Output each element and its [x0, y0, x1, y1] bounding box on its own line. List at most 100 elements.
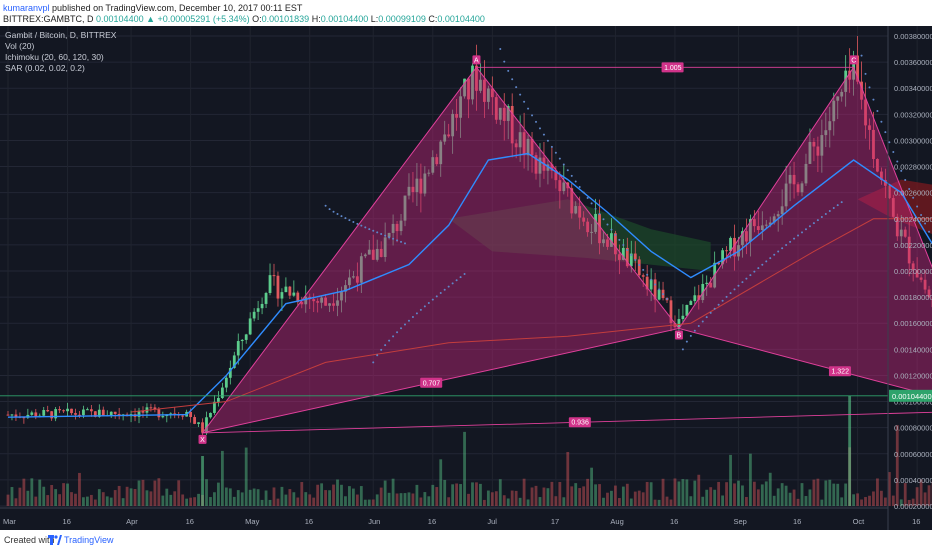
- header-bar: kumaranvpl published on TradingView.com,…: [0, 0, 932, 26]
- sar-dots: [324, 48, 931, 364]
- candle-body: [526, 138, 530, 156]
- candle-body: [880, 171, 883, 180]
- volume-bar: [800, 483, 804, 506]
- volume-bar: [125, 486, 129, 506]
- ratio-label: 1.322: [831, 369, 849, 376]
- candle-body: [300, 302, 304, 305]
- volume-bar: [97, 489, 101, 506]
- candle-body: [550, 164, 554, 171]
- volume-bar: [153, 480, 157, 506]
- last-price-value: 0.00104400: [96, 14, 144, 24]
- candle-body: [832, 100, 836, 122]
- volume-bar: [860, 499, 863, 506]
- candle-body: [256, 308, 260, 312]
- candle-body: [776, 214, 780, 217]
- volume-bar: [876, 478, 879, 506]
- candle-body: [443, 134, 447, 142]
- y-tick-label: 0.00240000: [894, 215, 932, 224]
- volume-bar: [308, 494, 312, 506]
- sar-dot: [590, 202, 593, 205]
- volume-bar: [844, 483, 848, 506]
- volume-bar: [542, 487, 546, 506]
- volume-bar: [737, 480, 740, 506]
- candle-body: [260, 303, 264, 309]
- candle-body: [109, 411, 113, 416]
- candle-body: [157, 409, 161, 418]
- candle-body: [292, 292, 296, 296]
- candle-body: [554, 170, 558, 181]
- candle-body: [50, 411, 54, 419]
- volume-bar: [260, 499, 264, 506]
- candle-body: [451, 113, 455, 137]
- author-link[interactable]: kumaranvpl: [3, 3, 50, 13]
- candle-body: [46, 410, 50, 412]
- sar-dot: [701, 320, 704, 323]
- volume-bar: [661, 478, 665, 506]
- sar-dot: [689, 334, 692, 337]
- sar-dot: [368, 228, 371, 231]
- tradingview-logo-icon[interactable]: [48, 533, 62, 545]
- candle-body: [93, 411, 97, 417]
- candle-body: [248, 318, 252, 335]
- volume-bar: [915, 487, 919, 506]
- y-tick-label: 0.00080000: [894, 424, 932, 433]
- volume-bar: [129, 488, 133, 506]
- candle-body: [760, 225, 764, 231]
- candle-body: [97, 409, 101, 417]
- sar-dot: [820, 216, 823, 219]
- point-label-c: C: [851, 58, 856, 65]
- sar-dot: [717, 303, 720, 306]
- sar-dot: [511, 78, 514, 81]
- candle-body: [606, 239, 609, 247]
- volume-bar: [141, 479, 145, 506]
- candle-body: [232, 355, 236, 368]
- created-with-text: Created with: [4, 535, 55, 545]
- ratio-box: [568, 417, 591, 428]
- sar-dot: [904, 178, 907, 181]
- candle-body: [490, 88, 494, 98]
- ratio-box: [661, 62, 684, 73]
- close-label: C:: [428, 14, 438, 24]
- volume-bar: [490, 492, 494, 506]
- volume-bar: [657, 499, 661, 506]
- candle-body: [14, 414, 18, 417]
- volume-bar: [602, 497, 605, 506]
- sar-dot: [685, 340, 688, 343]
- y-tick-label: 0.00360000: [894, 58, 932, 67]
- candle-body: [6, 414, 10, 416]
- candle-body: [598, 213, 601, 244]
- sar-dot: [804, 228, 807, 231]
- candle-body: [367, 249, 371, 255]
- sar-dot: [765, 260, 768, 263]
- volume-bar: [419, 497, 423, 506]
- ratio-label: 1.005: [664, 65, 682, 72]
- sar-dot: [892, 151, 895, 153]
- sar-dot: [324, 204, 327, 207]
- volume-bar: [772, 495, 776, 506]
- volume-bar: [447, 497, 451, 506]
- y-tick-label: 0.00020000: [894, 502, 932, 511]
- x-tick-label: 16: [912, 517, 920, 526]
- candle-body: [919, 277, 923, 280]
- sar-dot: [328, 208, 331, 211]
- sar-dot: [662, 293, 665, 296]
- ratio-label: 0.936: [571, 420, 589, 427]
- sar-dot: [542, 133, 545, 136]
- volume-bar: [606, 492, 609, 506]
- candle-body: [923, 279, 927, 290]
- volume-bar: [379, 487, 383, 506]
- volume-bar: [594, 484, 597, 506]
- candle-body: [324, 297, 327, 306]
- sar-dot: [396, 331, 399, 334]
- candle-body: [220, 387, 224, 398]
- volume-bar: [887, 472, 891, 506]
- candle-body: [725, 250, 728, 252]
- ratio-line-xd: [202, 411, 932, 434]
- candle-body: [447, 134, 451, 137]
- sar-dot: [578, 186, 581, 189]
- x-tick-label: Oct: [853, 517, 866, 526]
- tradingview-link[interactable]: TradingView: [64, 535, 114, 545]
- volume-bar: [812, 479, 816, 506]
